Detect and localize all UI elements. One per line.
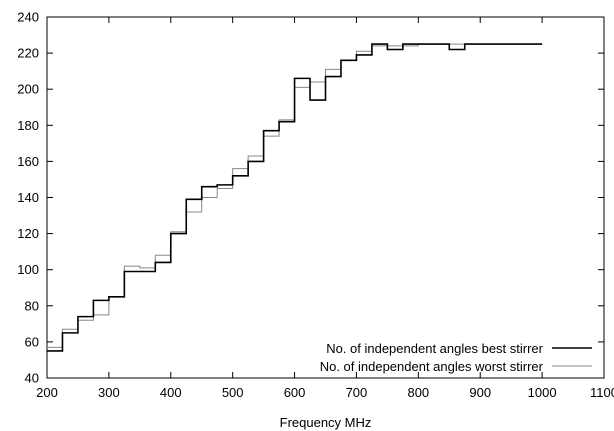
x-tick-label: 400 [160, 385, 182, 400]
y-tick-label: 100 [17, 262, 39, 277]
legend: No. of independent angles best stirrer N… [320, 341, 592, 374]
tick-labels: 200 300 400 500 600 700 800 900 1000 1100 40 60 80 10… [17, 10, 614, 401]
legend-label-best: No. of independent angles best stirrer [326, 341, 543, 356]
series-layer [47, 43, 543, 352]
x-tick-label: 200 [36, 385, 58, 400]
y-tick-label: 160 [17, 154, 39, 169]
x-axis-title: Frequency MHz [280, 415, 372, 430]
axis-ticks [46, 16, 605, 379]
x-tick-label: 300 [98, 385, 120, 400]
x-tick-label: 800 [407, 385, 429, 400]
x-tick-label: 600 [284, 385, 306, 400]
x-tick-label: 700 [346, 385, 368, 400]
y-tick-label: 60 [25, 334, 39, 349]
y-tick-label: 80 [25, 298, 39, 313]
y-tick-label: 200 [17, 82, 39, 97]
y-tick-label: 180 [17, 118, 39, 133]
y-tick-label: 140 [17, 190, 39, 205]
x-tick-label: 900 [469, 385, 491, 400]
y-tick-label: 40 [25, 371, 39, 386]
y-tick-label: 220 [17, 46, 39, 61]
x-tick-label: 500 [222, 385, 244, 400]
y-tick-label: 240 [17, 10, 39, 25]
series-0-line [47, 43, 543, 352]
legend-label-worst: No. of independent angles worst stirrer [320, 359, 544, 374]
x-tick-label: 1000 [528, 385, 557, 400]
x-tick-label: 1100 [590, 385, 614, 400]
y-tick-label: 120 [17, 226, 39, 241]
